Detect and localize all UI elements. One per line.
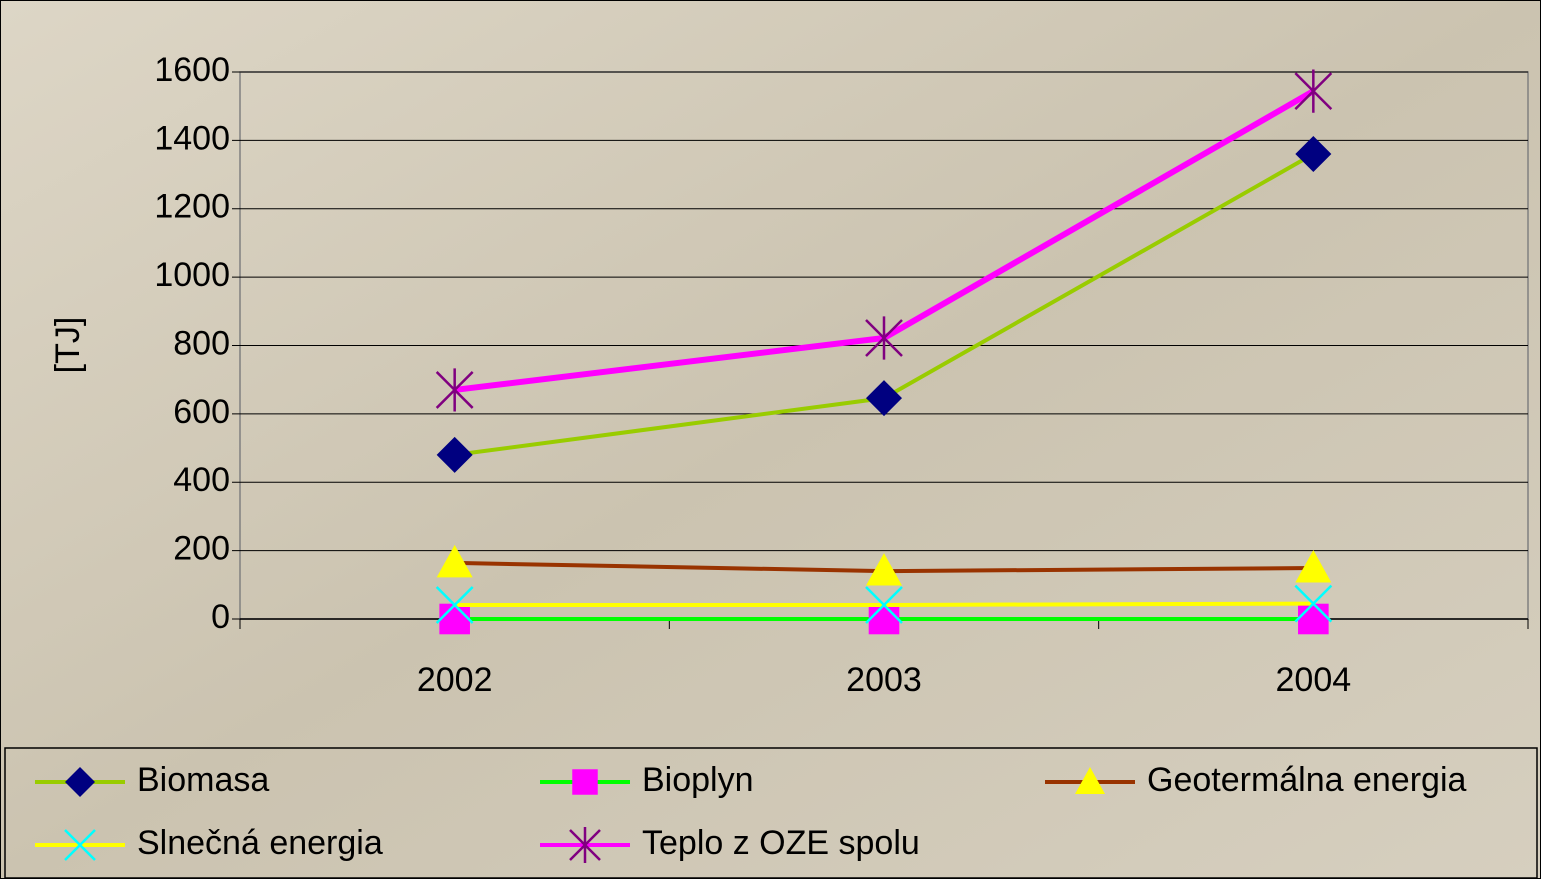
marker [865, 586, 903, 624]
marker [436, 436, 473, 473]
marker [572, 769, 598, 795]
marker [64, 829, 96, 861]
marker [436, 544, 473, 578]
marker [65, 767, 95, 797]
y-tick-label: 600 [173, 393, 230, 431]
x-tick-label: 2002 [417, 661, 493, 699]
marker [1294, 69, 1333, 113]
x-tick-label: 2003 [846, 661, 922, 699]
y-tick-label: 0 [211, 598, 230, 636]
marker [435, 586, 474, 624]
legend-label: Geotermálna energia [1147, 761, 1467, 799]
marker [868, 603, 900, 635]
marker [435, 368, 474, 412]
legend-box [4, 747, 1538, 879]
y-tick-label: 1000 [154, 256, 230, 294]
marker [866, 553, 902, 586]
y-tick-label: 1200 [154, 188, 230, 226]
marker [1294, 584, 1333, 623]
legend-label: Biomasa [137, 761, 269, 799]
marker [1295, 136, 1332, 173]
marker [569, 827, 601, 863]
marker [865, 316, 903, 360]
marker [1298, 603, 1329, 635]
marker [439, 603, 470, 635]
marker [1295, 550, 1332, 583]
y-tick-label: 200 [173, 530, 230, 568]
legend-label: Teplo z OZE spolu [642, 824, 920, 862]
y-tick-label: 1400 [154, 119, 230, 157]
x-tick-label: 2004 [1276, 661, 1352, 699]
y-tick-label: 400 [173, 461, 230, 499]
y-tick-label: 800 [173, 324, 230, 362]
marker [1075, 767, 1105, 794]
y-axis-label: [TJ] [49, 317, 87, 374]
legend-label: Bioplyn [642, 761, 754, 799]
marker [866, 380, 902, 417]
legend-label: Slnečná energia [137, 824, 383, 862]
y-tick-label: 1600 [154, 51, 230, 89]
